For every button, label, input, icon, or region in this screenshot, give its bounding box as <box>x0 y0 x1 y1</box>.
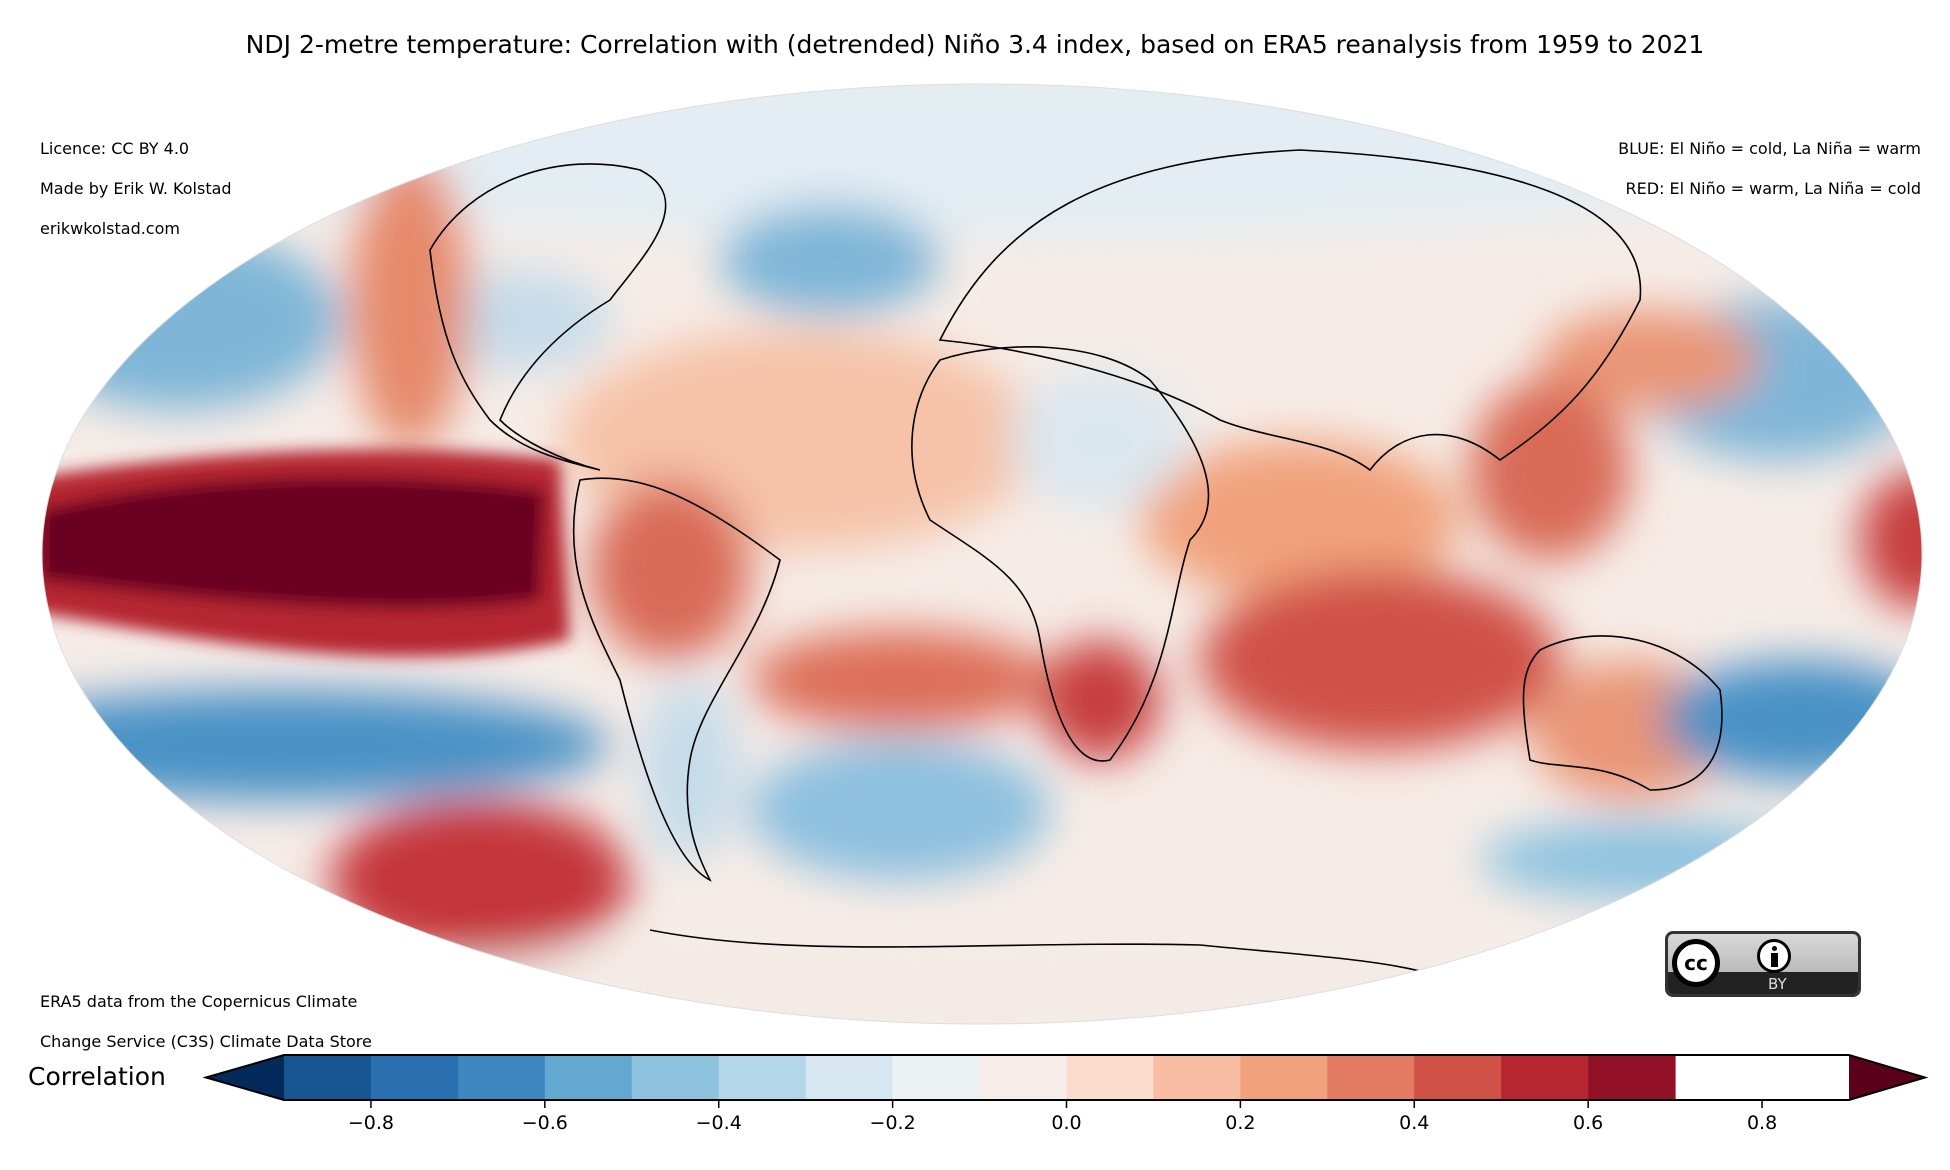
colorbar-tick-label: 0.4 <box>1399 1112 1430 1134</box>
data-source-line1: ERA5 data from the Copernicus Climate <box>40 992 358 1011</box>
colorbar-segment <box>1240 1055 1328 1100</box>
colorbar-tick-label: 0.0 <box>1051 1112 1082 1134</box>
colorbar-segment <box>805 1055 894 1100</box>
data-source-line2: Change Service (C3S) Climate Data Store <box>40 1032 372 1051</box>
colorbar-segment <box>631 1055 720 1100</box>
colorbar-tick-label: −0.2 <box>869 1112 916 1134</box>
credits-bottom-left: ERA5 data from the Copernicus Climate Ch… <box>40 972 372 1072</box>
map-title: NDJ 2-metre temperature: Correlation wit… <box>245 30 1705 59</box>
colorbar-outline <box>202 1054 1929 1101</box>
website-link[interactable]: erikwkolstad.com <box>40 219 180 238</box>
colorbar-tick-label: 0.8 <box>1746 1112 1778 1134</box>
credits-top-left: Licence: CC BY 4.0 Made by Erik W. Kolst… <box>40 119 232 259</box>
colorbar-segment <box>1153 1055 1241 1100</box>
colorbar-tick-label: 0.2 <box>1225 1112 1256 1134</box>
author-text: Made by Erik W. Kolstad <box>40 179 232 198</box>
colorbar-extend-low <box>206 1055 284 1100</box>
licence-text: Licence: CC BY 4.0 <box>40 139 190 158</box>
colorbar-segment <box>284 1055 372 1100</box>
colorbar-label: Correlation <box>28 1062 166 1091</box>
colorbar-segment <box>370 1055 459 1100</box>
cc-logo-icon: cc <box>1672 939 1720 987</box>
color-legend-notes: BLUE: El Niño = cold, La Niña = warm RED… <box>1618 119 1921 219</box>
enso-tongue <box>42 449 570 657</box>
colorbar-segment <box>979 1055 1067 1100</box>
coastlines <box>429 149 1723 981</box>
colorbar-tick-label: −0.4 <box>695 1112 742 1134</box>
colorbar-segment <box>544 1055 633 1100</box>
colorbar-segment <box>718 1055 807 1100</box>
colorbar-extend-high <box>1849 1055 1925 1100</box>
by-text: BY <box>1768 975 1787 993</box>
colorbar-segment <box>1414 1055 1502 1100</box>
colorbar-segment <box>1588 1055 1676 1100</box>
cc-by-licence-badge: cc BY <box>1665 931 1861 997</box>
colorbar-tick-label: −0.6 <box>521 1112 568 1134</box>
colorbar-segment <box>1501 1055 1589 1100</box>
colorbar-segment <box>1327 1055 1415 1100</box>
colorbar-segment <box>1066 1055 1154 1100</box>
colorbar-segment <box>457 1055 546 1100</box>
colorbar-tick-label: 0.6 <box>1573 1112 1604 1134</box>
blue-meaning: BLUE: El Niño = cold, La Niña = warm <box>1618 139 1921 158</box>
attribution-icon <box>1757 939 1791 973</box>
colorbar-segment <box>892 1055 981 1100</box>
red-meaning: RED: El Niño = warm, La Niña = cold <box>1625 179 1921 198</box>
colorbar-tick-label: −0.8 <box>347 1112 394 1134</box>
globe-outline <box>41 83 1923 1025</box>
